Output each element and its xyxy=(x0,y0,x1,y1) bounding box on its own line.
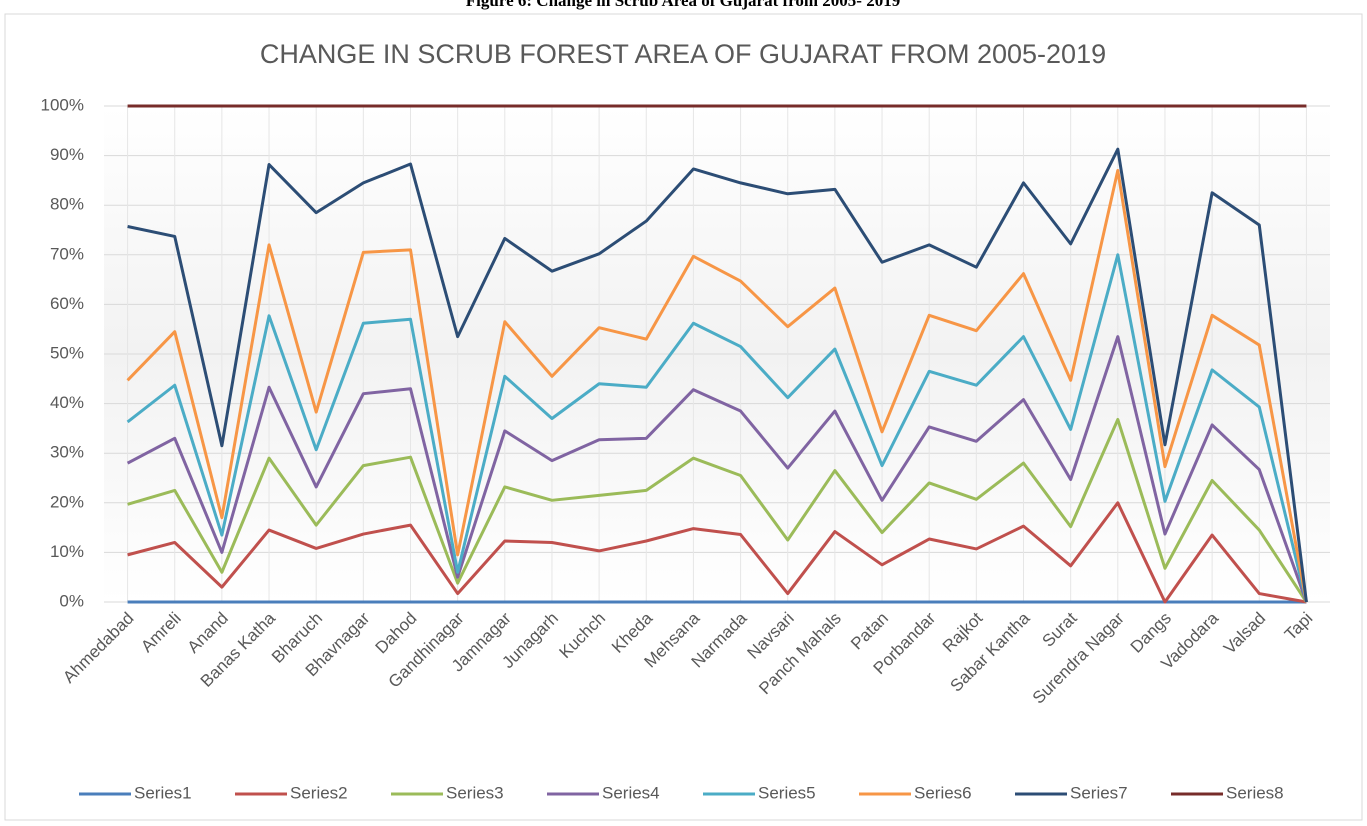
caption: Figure 6: Change in Scrub Area of Gujara… xyxy=(466,0,900,10)
legend-label: Series4 xyxy=(602,783,660,802)
y-tick-label: 30% xyxy=(50,443,84,462)
series-line xyxy=(126,253,1308,603)
series-line xyxy=(126,335,1308,603)
y-tick-label: 0% xyxy=(59,591,84,610)
series-line xyxy=(127,417,1308,603)
y-tick-label: 70% xyxy=(50,244,84,263)
legend-label: Series8 xyxy=(1226,783,1284,802)
y-tick-label: 50% xyxy=(50,343,84,362)
y-tick-label: 20% xyxy=(50,492,84,511)
series-line xyxy=(127,147,1308,603)
legend-label: Series5 xyxy=(758,783,816,802)
y-tick-label: 90% xyxy=(50,145,84,164)
legend-label: Series6 xyxy=(914,783,972,802)
y-tick-label: 100% xyxy=(41,95,84,114)
y-tick-label: 10% xyxy=(50,542,84,561)
y-tick-label: 40% xyxy=(50,393,84,412)
series-line xyxy=(126,168,1308,603)
legend-label: Series2 xyxy=(290,783,348,802)
legend-label: Series1 xyxy=(134,783,192,802)
series-line xyxy=(127,501,1307,604)
y-tick-label: 80% xyxy=(50,195,84,214)
y-tick-label: 60% xyxy=(50,294,84,313)
legend-label: Series7 xyxy=(1070,783,1128,802)
chart-title: CHANGE IN SCRUB FOREST AREA OF GUJARAT F… xyxy=(260,39,1106,69)
legend-label: Series3 xyxy=(446,783,504,802)
